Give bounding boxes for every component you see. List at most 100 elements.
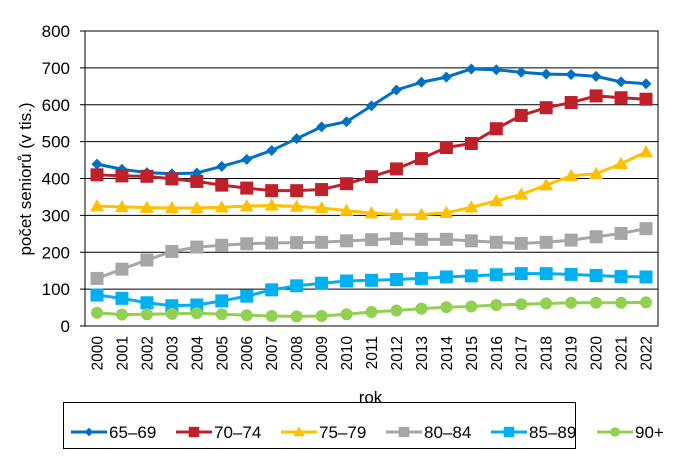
legend-label: 75–79	[319, 423, 366, 442]
data-point	[241, 153, 253, 165]
data-point	[464, 136, 478, 150]
data-point	[290, 236, 304, 250]
data-point	[414, 271, 428, 285]
data-point	[315, 276, 329, 290]
data-point	[514, 187, 529, 200]
x-tick-label: 2003	[164, 336, 181, 370]
data-point	[489, 122, 503, 136]
y-axis-ticks: 0 100 200 300 400 500 600 700 800	[42, 22, 85, 336]
data-point	[91, 306, 103, 319]
legend: 65–69 70–74 75–79 80–84 85–89 90+	[63, 402, 664, 449]
legend-marker	[293, 426, 305, 437]
x-tick-label: 2020	[589, 336, 606, 371]
data-point	[114, 199, 129, 213]
data-point	[539, 235, 553, 249]
data-point	[366, 100, 377, 112]
legend-marker	[188, 426, 200, 438]
legend-label: 85–89	[529, 423, 576, 442]
legend-label: 80–84	[424, 423, 471, 442]
x-tick-label: 2005	[214, 336, 231, 370]
data-point	[265, 283, 279, 297]
x-tick-label: 2013	[414, 336, 431, 370]
data-point	[91, 158, 103, 170]
data-point	[590, 70, 602, 82]
data-point	[464, 234, 478, 248]
data-point	[190, 174, 204, 188]
data-point	[115, 308, 128, 321]
legend-marker	[503, 426, 515, 438]
data-point	[515, 66, 527, 78]
data-point	[440, 301, 453, 314]
data-point	[564, 96, 578, 110]
data-point	[614, 156, 629, 169]
data-point	[291, 133, 303, 145]
data-point	[140, 253, 154, 267]
data-point	[514, 267, 528, 281]
data-point	[115, 262, 129, 276]
data-point	[439, 205, 454, 219]
x-tick-label: 2001	[114, 336, 131, 370]
data-point	[515, 298, 528, 311]
legend-box	[63, 402, 576, 449]
data-point	[290, 310, 303, 323]
x-tick-label: 2015	[464, 336, 481, 370]
series-line	[96, 67, 647, 176]
data-point	[165, 245, 179, 259]
data-point	[514, 108, 528, 122]
data-point	[215, 238, 229, 252]
data-point	[639, 222, 653, 236]
data-point	[464, 200, 479, 213]
y-tick-label: 600	[42, 96, 70, 115]
x-tick-label: 2018	[539, 336, 556, 370]
x-tick-label: 2010	[339, 336, 356, 371]
series-layer	[90, 63, 653, 323]
data-point	[365, 170, 378, 184]
y-tick-label: 100	[42, 280, 70, 299]
data-point	[389, 207, 404, 220]
data-point	[390, 84, 402, 96]
data-point	[439, 270, 453, 284]
data-point	[414, 232, 428, 246]
series-65–69	[91, 63, 652, 180]
x-tick-label: 2006	[239, 336, 256, 370]
data-point	[240, 309, 253, 322]
x-tick-label: 2017	[514, 336, 531, 370]
series-75–79	[90, 144, 653, 220]
data-point	[539, 101, 553, 115]
data-point	[340, 177, 354, 191]
data-point	[540, 297, 553, 310]
x-tick-label: 2016	[489, 336, 506, 370]
data-point	[90, 288, 104, 302]
data-point	[190, 307, 203, 320]
data-point	[90, 271, 104, 285]
data-point	[139, 200, 154, 213]
data-point	[165, 307, 178, 320]
data-point	[389, 232, 403, 246]
data-point	[365, 233, 378, 247]
data-point	[315, 235, 329, 249]
data-point	[265, 236, 279, 250]
data-point	[240, 237, 254, 251]
x-tick-label: 2008	[289, 336, 306, 370]
data-point	[290, 184, 304, 198]
y-tick-label: 300	[42, 206, 70, 225]
data-point	[90, 199, 104, 212]
data-point	[240, 289, 254, 303]
data-point	[290, 279, 304, 293]
data-point	[564, 168, 579, 182]
y-tick-label: 200	[42, 243, 70, 262]
legend-item: 65–69	[71, 423, 156, 442]
data-point	[615, 76, 627, 88]
x-tick-label: 2007	[264, 336, 281, 370]
data-point	[389, 162, 403, 176]
data-point	[216, 160, 228, 172]
data-point	[414, 207, 429, 220]
data-point	[589, 230, 603, 244]
x-tick-label: 2011	[364, 336, 381, 369]
data-point	[389, 273, 403, 287]
data-point	[564, 267, 578, 281]
data-point	[589, 89, 603, 103]
data-point	[315, 310, 328, 323]
legend-label: 90+	[635, 423, 664, 442]
data-point	[539, 267, 553, 281]
